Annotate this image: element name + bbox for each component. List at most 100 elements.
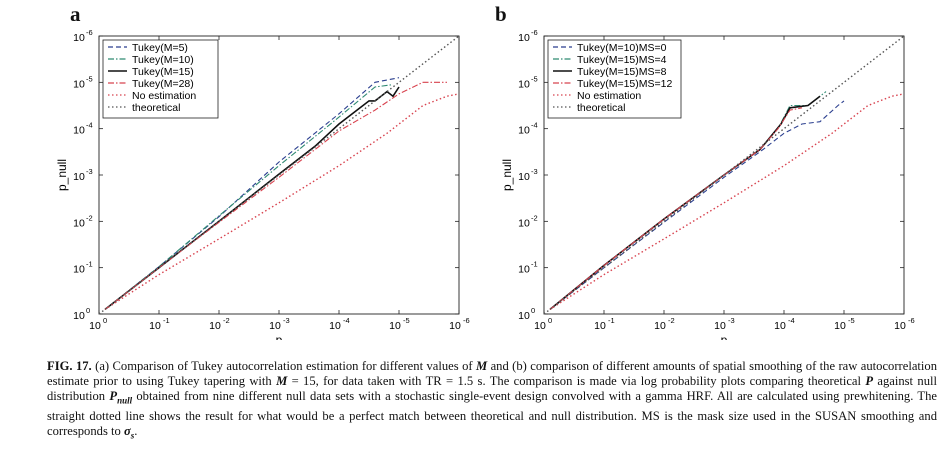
- x-tick-label: 10: [329, 320, 341, 332]
- x-tick-label: 10: [594, 320, 606, 332]
- x-tick-label: 10: [834, 320, 846, 332]
- y-tick-label: 10: [518, 32, 530, 44]
- figure-caption: FIG. 17. (a) Comparison of Tukey autocor…: [47, 359, 937, 444]
- legend-entry: Tukey(M=15): [132, 66, 194, 78]
- y-axis-label: p_null: [500, 159, 514, 191]
- y-tick-exponent: -3: [531, 167, 538, 176]
- x-tick-label: 10: [714, 320, 726, 332]
- legend-entry: Tukey(M=5): [132, 42, 188, 54]
- x-tick-exponent: -2: [668, 316, 675, 325]
- caption-segment: and (b) comparison of different amounts …: [47, 359, 937, 389]
- caption-segment: against null distribution: [47, 374, 937, 404]
- caption-segment: M: [475, 359, 488, 373]
- x-tick-label: 10: [149, 320, 161, 332]
- y-tick-label: 10: [73, 217, 85, 229]
- x-tick-exponent: 0: [103, 316, 107, 325]
- caption-segment: obtained from nine different null data s…: [47, 389, 937, 439]
- caption-segment: null: [117, 395, 133, 406]
- caption-segment: = 15, for data taken with TR = 1.5 s. Th…: [287, 374, 866, 389]
- x-axis-label: p: [276, 333, 283, 340]
- legend-entry: theoretical: [132, 102, 180, 114]
- caption-segment: P: [109, 389, 118, 404]
- panel-label-b: b: [495, 2, 507, 26]
- legend-box: [102, 39, 219, 119]
- series-line: [549, 95, 821, 311]
- y-tick-label: 10: [73, 310, 85, 322]
- legend-entry: Tukey(M=10)MS=0: [577, 42, 667, 54]
- legend-entry: theoretical: [577, 102, 625, 114]
- y-tick-exponent: -1: [531, 260, 538, 269]
- legend-entry: Tukey(M=15)MS=8: [577, 66, 667, 78]
- x-tick-exponent: -3: [728, 316, 735, 325]
- y-tick-exponent: -5: [86, 74, 93, 83]
- y-tick-label: 10: [518, 217, 530, 229]
- y-tick-exponent: -4: [531, 121, 538, 130]
- series-line: [549, 107, 803, 310]
- legend-box: [547, 39, 682, 119]
- x-tick-label: 10: [389, 320, 401, 332]
- caption-segment: s: [130, 430, 135, 441]
- legend-entry: Tukey(M=15)MS=4: [577, 54, 667, 66]
- legend-entry: Tukey(M=28): [132, 78, 194, 90]
- x-tick-exponent: -1: [608, 316, 615, 325]
- y-tick-label: 10: [73, 264, 85, 276]
- plot-b-svg: 10 0 10 -1 10 -2 10 -3 10 -4 10 -5 10 -610 010 -110 -210…: [500, 28, 915, 347]
- y-tick-exponent: -2: [531, 213, 538, 222]
- y-tick-exponent: -1: [86, 260, 93, 269]
- legend-entry: Tukey(M=15)MS=12: [577, 78, 672, 90]
- y-tick-label: 10: [518, 171, 530, 183]
- y-tick-exponent: -2: [86, 213, 93, 222]
- y-tick-exponent: -3: [86, 167, 93, 176]
- caption-label: FIG. 17.: [47, 359, 92, 373]
- caption-segment: P: [865, 374, 874, 389]
- plot-a-svg: 10 0 10 -1 10 -2 10 -3 10 -4 10 -5 10 -610 010 -110 -210…: [55, 28, 470, 347]
- series-line: [549, 93, 905, 310]
- y-tick-exponent: -4: [86, 121, 93, 130]
- y-tick-label: 10: [518, 310, 530, 322]
- y-tick-exponent: -6: [86, 28, 93, 37]
- x-tick-label: 10: [449, 320, 461, 332]
- figure-panel-a: a 10 0 10 -1 10 -2 10 -3 10 -4 10 -5 10 -6 10 0 10 -1 10 -2…: [0, 0, 470, 347]
- legend-entry: No estimation: [132, 90, 196, 102]
- x-tick-label: 10: [89, 320, 101, 332]
- y-tick-label: 10: [73, 125, 85, 137]
- series-line: [104, 84, 394, 310]
- legend-entry: No estimation: [577, 90, 641, 102]
- x-tick-exponent: -4: [788, 316, 795, 325]
- x-tick-exponent: 0: [548, 316, 552, 325]
- y-tick-label: 10: [73, 171, 85, 183]
- x-tick-exponent: -2: [223, 316, 230, 325]
- x-tick-exponent: -5: [403, 316, 410, 325]
- y-tick-exponent: -5: [531, 74, 538, 83]
- x-tick-exponent: -6: [463, 316, 470, 325]
- series-line: [549, 100, 845, 310]
- caption-body: (a) Comparison of Tukey autocorrelation …: [47, 359, 937, 441]
- y-tick-exponent: 0: [531, 306, 535, 315]
- panel-label-a: a: [70, 2, 81, 26]
- y-tick-label: 10: [73, 78, 85, 90]
- y-tick-label: 10: [518, 78, 530, 90]
- x-tick-label: 10: [774, 320, 786, 332]
- x-tick-exponent: -6: [908, 316, 915, 325]
- x-tick-exponent: -5: [848, 316, 855, 325]
- x-tick-exponent: -1: [163, 316, 170, 325]
- series-line: [104, 86, 400, 311]
- x-tick-label: 10: [894, 320, 906, 332]
- y-axis-label: p_null: [55, 159, 69, 191]
- caption-segment: σ: [123, 424, 131, 439]
- caption-segment: (a) Comparison of Tukey autocorrelation …: [95, 359, 476, 373]
- y-tick-label: 10: [518, 264, 530, 276]
- x-tick-exponent: -4: [343, 316, 350, 325]
- y-tick-label: 10: [518, 125, 530, 137]
- legend-entry: Tukey(M=10): [132, 54, 194, 66]
- y-tick-label: 10: [73, 32, 85, 44]
- figure-panel-b: b 10 0 10 -1 10 -2 10 -3 10 -4 10 -5 10 -6 10 0 10 -1 10 -2…: [475, 0, 945, 347]
- x-tick-exponent: -3: [283, 316, 290, 325]
- caption-segment: .: [134, 424, 138, 439]
- x-tick-label: 10: [654, 320, 666, 332]
- caption-segment: M: [276, 374, 288, 389]
- series-line: [104, 93, 460, 310]
- x-tick-label: 10: [209, 320, 221, 332]
- y-tick-exponent: 0: [86, 306, 90, 315]
- y-tick-exponent: -6: [531, 28, 538, 37]
